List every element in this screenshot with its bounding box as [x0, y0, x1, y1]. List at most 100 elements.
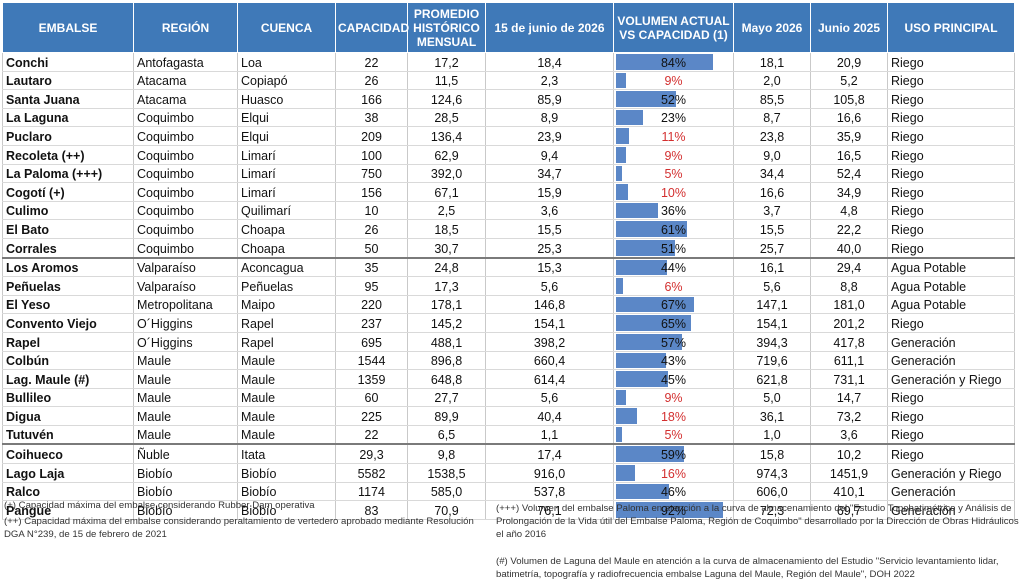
volume-percent: 11%: [661, 129, 686, 144]
cell-mayo-2026: 23,8: [733, 126, 811, 146]
cell-uso-principal: Riego: [887, 443, 1015, 465]
volume-percent: 84%: [660, 55, 687, 70]
cell-embalse: El Yeso: [2, 295, 134, 315]
volume-bar: [616, 465, 635, 481]
cell-promedio: 136,4: [407, 126, 486, 146]
cell-mayo-2026: 3,7: [733, 201, 811, 221]
header-15-junio-2026: 15 de junio de 2026: [485, 2, 614, 53]
cell-15-junio-2026: 17,4: [485, 443, 614, 465]
cell-junio-2025: 105,8: [810, 89, 888, 109]
table-row: Cogotí (+) Coquimbo Limarí 156 67,1 15,9 10% 16…: [2, 182, 1015, 202]
cell-promedio: 27,7: [407, 388, 486, 408]
table-row: Peñuelas Valparaíso Peñuelas 95 17,3 5,6 6% 5,6…: [2, 276, 1015, 296]
cell-capacidad: 95: [335, 276, 408, 296]
cell-15-junio-2026: 398,2: [485, 332, 614, 352]
cell-junio-2025: 22,2: [810, 219, 888, 239]
volume-bar: [616, 426, 622, 443]
cell-capacidad: 220: [335, 295, 408, 315]
volume-bar: [616, 202, 658, 219]
header-capacidad: CAPACIDAD: [335, 2, 409, 53]
cell-embalse: Cogotí (+): [2, 182, 134, 202]
cell-capacidad: 1359: [335, 369, 408, 389]
cell-promedio: 62,9: [407, 145, 486, 165]
volume-bar: [616, 54, 713, 70]
cell-volumen-actual: 45%: [613, 369, 734, 389]
cell-region: Valparaíso: [133, 256, 238, 278]
cell-promedio: 585,0: [407, 482, 486, 502]
cell-junio-2025: 73,2: [810, 406, 888, 426]
cell-junio-2025: 4,8: [810, 201, 888, 221]
header-junio-2025: Junio 2025: [810, 2, 888, 53]
cell-embalse: Convento Viejo: [2, 313, 134, 333]
cell-capacidad: 60: [335, 388, 408, 408]
cell-promedio: 18,5: [407, 219, 486, 239]
cell-capacidad: 225: [335, 406, 408, 426]
table-row: Lag. Maule (#) Maule Maule 1359 648,8 614,4 45…: [2, 369, 1015, 389]
cell-embalse: La Paloma (+++): [2, 164, 134, 184]
cell-volumen-actual: 6%: [613, 276, 734, 296]
cell-volumen-actual: 92%: [613, 500, 734, 520]
table-row: Culimo Coquimbo Quilimarí 10 2,5 3,6 36% 3,7 4,8…: [2, 201, 1015, 221]
cell-volumen-actual: 67%: [613, 295, 734, 315]
cell-uso-principal: Riego: [887, 71, 1015, 91]
cell-capacidad: 695: [335, 332, 408, 352]
cell-volumen-actual: 59%: [613, 443, 734, 465]
cell-mayo-2026: 8,7: [733, 108, 811, 128]
cell-promedio: 28,5: [407, 108, 486, 128]
cell-promedio: 24,8: [407, 256, 486, 278]
cell-junio-2025: 201,2: [810, 313, 888, 333]
volume-bar: [616, 483, 669, 500]
cell-region: O´Higgins: [133, 332, 238, 352]
cell-uso-principal: Riego: [887, 425, 1015, 445]
cell-cuenca: Itata: [237, 443, 336, 465]
cell-15-junio-2026: 15,3: [485, 256, 614, 278]
cell-region: Coquimbo: [133, 145, 238, 165]
cell-cuenca: Maipo: [237, 295, 336, 315]
cell-embalse: Lago Laja: [2, 463, 134, 483]
volume-percent: 44%: [660, 261, 687, 276]
cell-capacidad: 26: [335, 219, 408, 239]
cell-promedio: 17,3: [407, 276, 486, 296]
cell-uso-principal: Riego: [887, 238, 1015, 259]
cell-mayo-2026: 9,0: [733, 145, 811, 165]
cell-junio-2025: 35,9: [810, 126, 888, 146]
volume-bar: [616, 333, 682, 350]
cell-15-junio-2026: 40,4: [485, 406, 614, 426]
cell-uso-principal: Agua Potable: [887, 276, 1015, 296]
cell-capacidad: 29,3: [335, 443, 408, 465]
volume-percent: 67%: [660, 298, 687, 313]
cell-junio-2025: 8,8: [810, 276, 888, 296]
cell-uso-principal: Agua Potable: [887, 295, 1015, 315]
cell-mayo-2026: 16,6: [733, 182, 811, 202]
cell-embalse: Bullileo: [2, 388, 134, 408]
header-promedio: PROMEDIO HISTÓRICO MENSUAL: [407, 2, 486, 53]
table-row: La Paloma (+++) Coquimbo Limarí 750 392,0 34,…: [2, 164, 1015, 184]
volume-bar: [616, 502, 723, 518]
table-row: Ralco Biobío Biobío 1174 585,0 537,8 46% 606,0 4…: [2, 482, 1015, 502]
volume-percent: 45%: [660, 372, 687, 387]
cell-region: Atacama: [133, 89, 238, 109]
cell-region: Metropolitana: [133, 295, 238, 315]
cell-cuenca: Maule: [237, 351, 336, 371]
cell-capacidad: 22: [335, 52, 408, 72]
cell-junio-2025: 16,6: [810, 108, 888, 128]
cell-15-junio-2026: 25,3: [485, 238, 614, 259]
cell-cuenca: Rapel: [237, 332, 336, 352]
volume-bar: [616, 109, 643, 126]
cell-embalse: Lautaro: [2, 71, 134, 91]
cell-junio-2025: 181,0: [810, 295, 888, 315]
cell-15-junio-2026: 614,4: [485, 369, 614, 389]
cell-region: Biobío: [133, 482, 238, 502]
volume-percent: 59%: [660, 448, 687, 463]
cell-mayo-2026: 1,0: [733, 425, 811, 445]
cell-uso-principal: Generación: [887, 500, 1015, 520]
footnote-rubber-dam: (+) Capacidad máxima del embalse conside…: [4, 500, 315, 511]
cell-capacidad: 166: [335, 89, 408, 109]
cell-mayo-2026: 5,6: [733, 276, 811, 296]
cell-junio-2025: 14,7: [810, 388, 888, 408]
cell-15-junio-2026: 8,9: [485, 108, 614, 128]
cell-15-junio-2026: 18,4: [485, 52, 614, 72]
volume-percent: 51%: [660, 241, 687, 256]
cell-region: Biobío: [133, 500, 238, 520]
cell-cuenca: Elqui: [237, 108, 336, 128]
